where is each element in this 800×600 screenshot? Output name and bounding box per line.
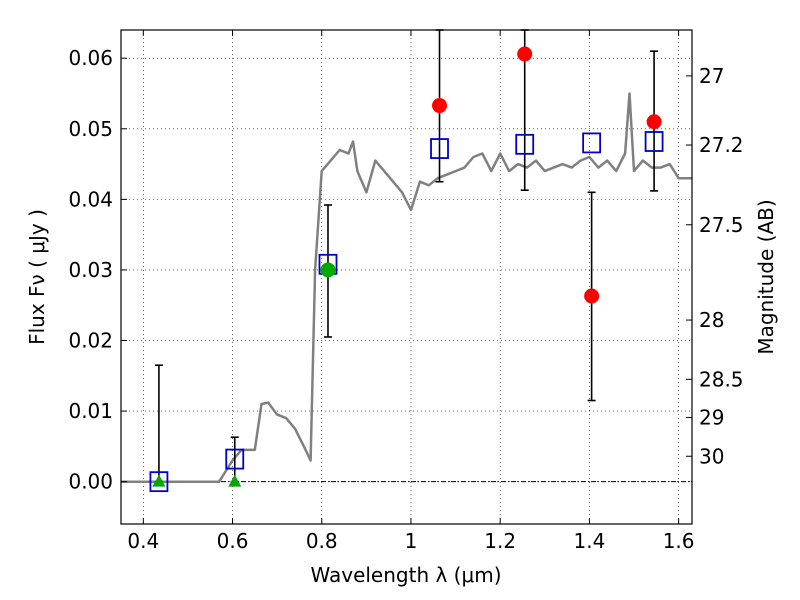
observed-upper-limit-triangle [152,474,166,487]
y-tick-label: 0.00 [68,470,113,494]
sed-model-line [121,92,692,483]
observed-upper-limit-triangle [228,474,242,487]
right-tick-label: 27.5 [699,213,744,237]
y-ticks: 0.00 0.01 0.02 0.03 0.04 0.05 0.06 [68,46,127,494]
right-tick-label: 28.5 [699,367,744,391]
y-tick-label: 0.03 [68,258,113,282]
error-bars [154,29,659,483]
right-tick-label: 27.2 [699,133,744,157]
y-axis-label: Flux Fν ( μJy ) [25,209,49,345]
model-flux-square [644,131,664,152]
observed-flux-point [584,288,600,304]
right-tick-label: 28 [699,308,724,332]
x-ticks: 0.4 0.6 0.8 1 1.2 1.4 1.6 [127,30,695,553]
observed-flux-point [517,46,533,62]
sed-model-series [121,92,692,483]
right-tick-label: 30 [699,444,724,468]
observed-flux-point [432,98,448,114]
observed-flux-point [646,114,662,130]
model-flux-square [515,133,535,155]
right-tick-label: 27 [699,64,724,88]
x-tick-label: 0.4 [127,529,159,553]
observed-markers [152,46,662,487]
right-ticks: 27 27.2 27.5 28 28.5 29 30 [686,64,744,468]
grid-lines [121,30,692,524]
model-flux-square [430,138,449,159]
x-tick-label: 1.2 [484,529,516,553]
model-flux-square [582,132,602,154]
x-tick-label: 1.6 [663,529,695,553]
x-tick-label: 1 [405,529,418,553]
model-flux-square [149,471,169,493]
y-tick-label: 0.04 [68,187,113,211]
x-tick-label: 0.8 [306,529,338,553]
right-axis-label: Magnitude (AB) [754,199,778,354]
observed-flux-point [320,262,336,278]
model-flux-markers [149,131,664,493]
x-tick-label: 0.6 [217,529,249,553]
right-tick-label: 29 [699,405,724,429]
x-tick-label: 1.4 [573,529,605,553]
y-tick-label: 0.02 [68,329,113,353]
y-tick-label: 0.06 [68,46,113,70]
y-tick-label: 0.01 [68,399,113,423]
plot-frame [120,29,693,525]
model-flux-square [225,448,245,470]
x-axis-label: Wavelength λ (μm) [310,563,501,587]
y-tick-label: 0.05 [68,117,113,141]
